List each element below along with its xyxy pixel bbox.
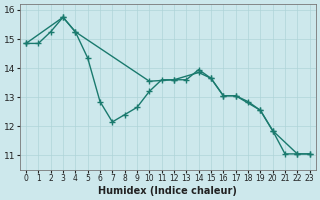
X-axis label: Humidex (Indice chaleur): Humidex (Indice chaleur) xyxy=(98,186,237,196)
